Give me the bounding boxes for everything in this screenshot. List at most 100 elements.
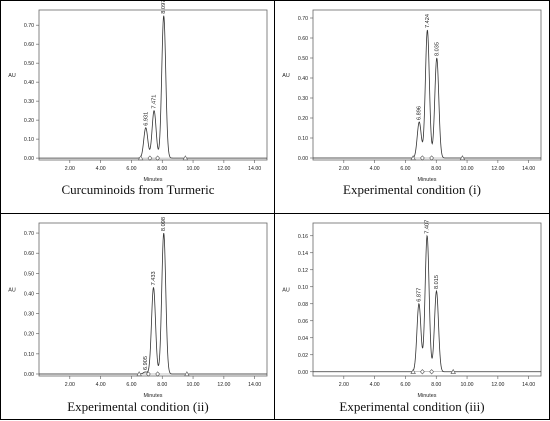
y-tick-label: 0.40 (24, 291, 34, 297)
x-tick-label: 6.00 (126, 166, 136, 172)
peak-label: 8.098 (161, 217, 167, 231)
x-tick-label: 10.00 (461, 382, 474, 388)
integration-marker (419, 155, 425, 161)
integration-marker (137, 155, 144, 161)
y-tick-label: 0.12 (298, 268, 308, 274)
y-axis-label: AU (8, 73, 16, 79)
integration-marker (429, 369, 435, 375)
y-tick-label: 0.40 (298, 76, 308, 82)
chromatogram-panel-condition-i: 0.00 0.10 0.20 0.30 0.40 0.50 0.60 0.70 2.00 4.00… (274, 0, 550, 214)
integration-marker (459, 155, 466, 161)
y-tick-label: 0.08 (298, 302, 308, 308)
chromatogram-panel-turmeric: 0.00 0.10 0.20 0.30 0.40 0.50 0.60 0.70 2.00 4.00… (0, 0, 275, 214)
x-tick-label: 14.00 (522, 166, 535, 172)
y-tick-label: 0.30 (24, 99, 34, 105)
peak-label: 7.433 (151, 271, 157, 285)
x-tick-label: 4.00 (370, 166, 380, 172)
x-tick-label: 8.00 (157, 382, 167, 388)
y-tick-label: 0.60 (24, 42, 34, 48)
integration-marker (429, 155, 435, 161)
y-axis-label: AU (282, 288, 290, 294)
y-axis-label: AU (282, 73, 290, 79)
chromatogram-chart: 0.00 0.02 0.04 0.06 0.08 0.10 0.12 0.14 0.16 2.00… (282, 220, 542, 399)
y-tick-label: 0.50 (298, 56, 308, 62)
x-tick-label: 8.00 (157, 166, 167, 172)
x-tick-label: 10.00 (461, 166, 474, 172)
peak-label: 7.471 (152, 95, 158, 109)
y-tick-label: 0.10 (24, 137, 34, 143)
integration-marker (145, 371, 151, 377)
y-tick-label: 0.40 (24, 80, 34, 86)
y-tick-label: 0.00 (24, 156, 34, 162)
y-axis-label: AU (8, 288, 16, 294)
peak-label: 7.424 (425, 14, 431, 28)
y-tick-label: 0.06 (298, 319, 308, 325)
y-tick-label: 0.50 (24, 61, 34, 67)
x-tick-label: 4.00 (96, 382, 106, 388)
plot-frame (38, 9, 268, 161)
x-tick-label: 12.00 (217, 166, 230, 172)
chromatogram-trace (313, 29, 541, 159)
y-tick-label: 0.30 (298, 96, 308, 102)
x-tick-label: 6.00 (400, 166, 410, 172)
x-tick-label: 12.00 (217, 382, 230, 388)
x-tick-label: 14.00 (522, 382, 535, 388)
x-tick-label: 4.00 (370, 382, 380, 388)
peak-label: 6.931 (143, 112, 149, 126)
x-axis-label: Minutes (418, 393, 437, 399)
y-tick-label: 0.00 (24, 372, 34, 378)
peak-label: 6.896 (417, 106, 423, 120)
integration-marker (136, 371, 142, 377)
x-tick-label: 4.00 (96, 166, 106, 172)
x-tick-label: 10.00 (187, 166, 200, 172)
plot-frame (38, 222, 268, 377)
x-tick-label: 14.00 (248, 382, 261, 388)
panel-caption: Experimental condition (ii) (67, 399, 209, 414)
y-tick-label: 0.20 (24, 118, 34, 124)
y-tick-label: 0.50 (24, 271, 34, 277)
x-tick-label: 8.00 (431, 166, 441, 172)
chromatogram-trace (39, 15, 267, 159)
peak-label: 6.905 (143, 356, 149, 370)
peak-label: 6.877 (416, 288, 422, 302)
y-tick-label: 0.10 (298, 285, 308, 291)
chromatogram-trace (313, 234, 541, 373)
chromatogram-chart: 0.00 0.10 0.20 0.30 0.40 0.50 0.60 0.70 2.00 4.00… (282, 9, 542, 183)
x-tick-label: 6.00 (126, 382, 136, 388)
y-tick-label: 0.00 (298, 156, 308, 162)
peak-label: 7.407 (425, 220, 431, 234)
x-tick-label: 14.00 (248, 166, 261, 172)
x-axis-label: Minutes (144, 177, 163, 183)
integration-marker (410, 368, 416, 374)
x-tick-label: 10.00 (187, 382, 200, 388)
integration-marker (182, 155, 189, 161)
y-tick-label: 0.02 (298, 353, 308, 359)
plot-frame (312, 9, 542, 161)
chromatogram-trace (39, 232, 267, 375)
x-tick-label: 2.00 (339, 382, 349, 388)
chromatogram-chart: 0.00 0.10 0.20 0.30 0.40 0.50 0.60 0.70 2.00 4.00… (8, 1, 268, 183)
integration-marker (155, 371, 161, 377)
y-tick-label: 0.70 (298, 16, 308, 22)
x-tick-label: 12.00 (491, 166, 504, 172)
chromatogram-chart: 0.00 0.10 0.20 0.30 0.40 0.50 0.60 0.70 2.00 4.00… (8, 217, 268, 399)
y-tick-label: 0.16 (298, 234, 308, 240)
x-tick-label: 8.00 (431, 382, 441, 388)
integration-marker (419, 369, 425, 375)
y-tick-label: 0.70 (24, 231, 34, 237)
y-tick-label: 0.14 (298, 251, 308, 257)
chromatogram-panel-condition-iii: 0.00 0.02 0.04 0.06 0.08 0.10 0.12 0.14 0.16 2.00… (274, 213, 550, 420)
peak-label: 8.015 (434, 275, 440, 289)
y-tick-label: 0.00 (298, 370, 308, 376)
plot-frame (312, 222, 542, 377)
x-axis-label: Minutes (144, 393, 163, 399)
y-tick-label: 0.10 (298, 136, 308, 142)
y-tick-label: 0.60 (24, 251, 34, 257)
y-tick-label: 0.60 (298, 36, 308, 42)
x-tick-label: 2.00 (339, 166, 349, 172)
integration-marker (410, 155, 416, 161)
panel-caption: Experimental condition (iii) (339, 399, 485, 414)
integration-marker (147, 155, 153, 161)
x-tick-label: 2.00 (65, 166, 75, 172)
